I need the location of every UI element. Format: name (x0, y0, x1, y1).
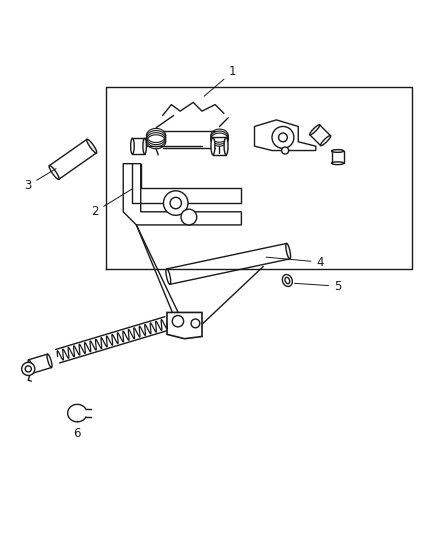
Ellipse shape (282, 274, 292, 287)
Circle shape (21, 362, 35, 375)
Ellipse shape (49, 166, 59, 180)
Circle shape (172, 316, 183, 327)
Ellipse shape (331, 150, 343, 152)
Ellipse shape (309, 125, 319, 135)
Polygon shape (254, 120, 315, 150)
Polygon shape (123, 164, 241, 225)
Circle shape (278, 133, 287, 142)
Circle shape (281, 147, 288, 154)
Ellipse shape (320, 135, 330, 146)
Ellipse shape (131, 138, 134, 154)
Text: 2: 2 (91, 189, 131, 219)
Text: 3: 3 (24, 168, 56, 192)
Ellipse shape (284, 277, 289, 284)
Circle shape (25, 366, 31, 372)
Ellipse shape (47, 354, 52, 368)
Ellipse shape (28, 360, 33, 373)
Ellipse shape (223, 138, 227, 155)
Circle shape (191, 319, 199, 328)
Ellipse shape (285, 244, 290, 259)
Ellipse shape (143, 138, 146, 154)
Ellipse shape (331, 162, 343, 165)
Ellipse shape (87, 139, 96, 153)
Text: 6: 6 (72, 421, 80, 440)
Circle shape (170, 197, 181, 209)
Circle shape (180, 209, 196, 225)
Circle shape (163, 191, 187, 215)
Ellipse shape (211, 138, 215, 155)
Text: 4: 4 (265, 256, 323, 269)
Ellipse shape (166, 269, 170, 284)
Text: 5: 5 (294, 280, 341, 293)
Text: 1: 1 (204, 65, 236, 96)
Circle shape (272, 126, 293, 148)
Polygon shape (166, 312, 201, 338)
